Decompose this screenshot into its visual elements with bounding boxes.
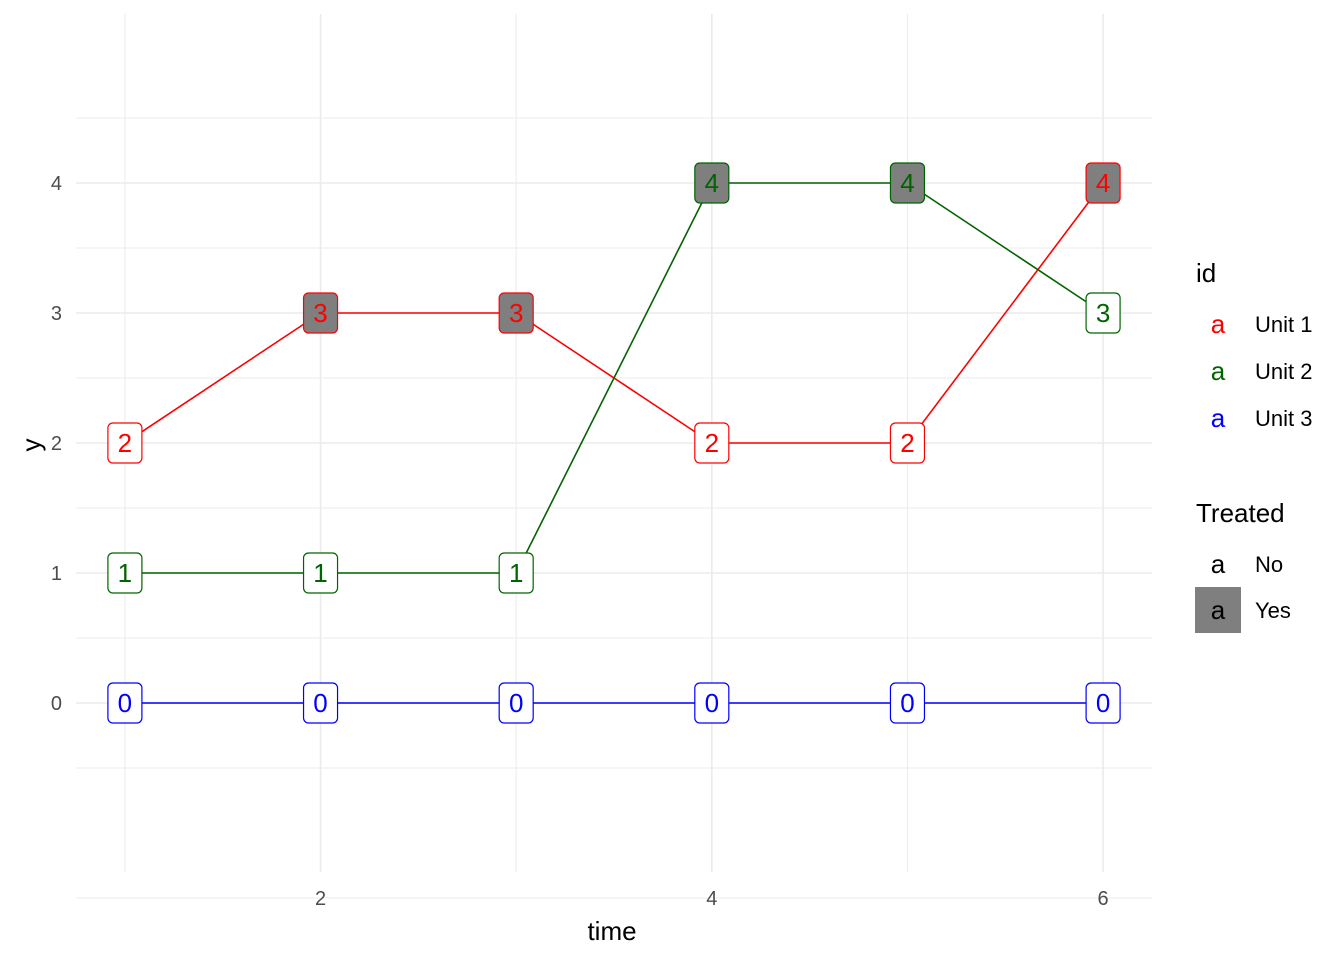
legend-key-glyph: a: [1211, 356, 1226, 386]
point-label-text: 0: [900, 688, 914, 718]
legend-title-treated: Treated: [1196, 498, 1285, 528]
legend-entry-label: Unit 3: [1255, 406, 1312, 431]
point-label-text: 1: [118, 558, 132, 588]
point-label-box: [107, 682, 143, 724]
point-label-box: [694, 162, 730, 204]
x-tick-label: 2: [315, 888, 326, 910]
point-label-text: 3: [313, 298, 327, 328]
data-point-label: 1: [302, 552, 339, 594]
y-tick-label: 1: [51, 563, 62, 585]
point-label-box: [1085, 682, 1121, 724]
series-line: [124, 182, 1104, 574]
data-point-label: 3: [498, 292, 534, 334]
data-point-label: 4: [889, 162, 926, 204]
data-point-label: 2: [694, 422, 730, 464]
point-label-text: 4: [1096, 168, 1110, 198]
x-tick-label: 4: [706, 888, 717, 910]
point-label-text: 2: [118, 428, 132, 458]
data-point-label: 0: [1085, 682, 1121, 724]
legend-entry-label: No: [1255, 552, 1283, 577]
legend-key-swatch: [1195, 587, 1241, 633]
point-label-box: [302, 552, 339, 594]
point-label-box: [498, 552, 534, 594]
series-lines: [124, 182, 1104, 704]
point-label-box: [107, 422, 143, 464]
data-point-label: 0: [498, 682, 534, 724]
data-point-label: 1: [498, 552, 534, 594]
point-label-text: 3: [1096, 298, 1110, 328]
y-tick-label: 2: [51, 433, 62, 455]
point-label-text: 0: [313, 688, 327, 718]
point-label-box: [1085, 162, 1121, 204]
point-label-box: [889, 682, 926, 724]
legend-entry-label: Unit 2: [1255, 359, 1312, 384]
point-label-text: 2: [900, 428, 914, 458]
point-label-text: 0: [509, 688, 523, 718]
point-label-text: 3: [509, 298, 523, 328]
point-label-text: 0: [118, 688, 132, 718]
legend-key-glyph: a: [1211, 309, 1226, 339]
point-label-text: 1: [313, 558, 327, 588]
x-axis-title: time: [587, 916, 636, 946]
data-point-label: 4: [694, 162, 730, 204]
data-point-label: 4: [1085, 162, 1121, 204]
point-label-box: [1085, 292, 1121, 334]
data-point-label: 1: [107, 552, 143, 594]
point-label-box: [498, 292, 534, 334]
point-label-box: [694, 682, 730, 724]
x-tick-label: 6: [1098, 888, 1109, 910]
legend-entry-label: Unit 1: [1255, 312, 1312, 337]
point-label-text: 4: [705, 168, 719, 198]
point-label-box: [302, 682, 339, 724]
point-label-box: [302, 292, 339, 334]
legend-key-glyph: a: [1211, 595, 1226, 625]
point-label-text: 4: [900, 168, 914, 198]
data-point-label: 2: [889, 422, 926, 464]
legend-entry-label: Yes: [1255, 598, 1291, 623]
axes: time y 2 4 6 0 1 2 3 4: [16, 173, 1109, 946]
point-label-text: 1: [509, 558, 523, 588]
data-point-label: 2: [107, 422, 143, 464]
point-labels: 2 3 3 2 2 4 1 1 1 4 4 3 0 0 0 0 0 0: [107, 162, 1121, 724]
legend-key-swatch: [1195, 541, 1241, 587]
data-point-label: 0: [302, 682, 339, 724]
legend-key-glyph: a: [1211, 403, 1226, 433]
legend-key-glyph: a: [1211, 549, 1226, 579]
y-tick-label: 0: [51, 693, 62, 715]
y-tick-label: 4: [51, 173, 62, 195]
data-point-label: 3: [1085, 292, 1121, 334]
point-label-box: [107, 552, 143, 594]
grid-lines: [76, 14, 1152, 899]
point-label-text: 0: [1096, 688, 1110, 718]
point-label-text: 0: [705, 688, 719, 718]
data-point-label: 3: [302, 292, 339, 334]
data-point-label: 0: [694, 682, 730, 724]
data-point-label: 0: [889, 682, 926, 724]
y-tick-label: 3: [51, 303, 62, 325]
point-label-box: [498, 682, 534, 724]
point-label-box: [694, 422, 730, 464]
point-label-box: [889, 422, 926, 464]
legend-title-id: id: [1196, 258, 1216, 288]
point-label-box: [889, 162, 926, 204]
legends: id a Unit 1 a Unit 2 a Unit 3 Treated a No a Yes: [1195, 258, 1312, 633]
data-point-label: 0: [107, 682, 143, 724]
y-axis-title: y: [16, 439, 46, 452]
point-label-text: 2: [705, 428, 719, 458]
